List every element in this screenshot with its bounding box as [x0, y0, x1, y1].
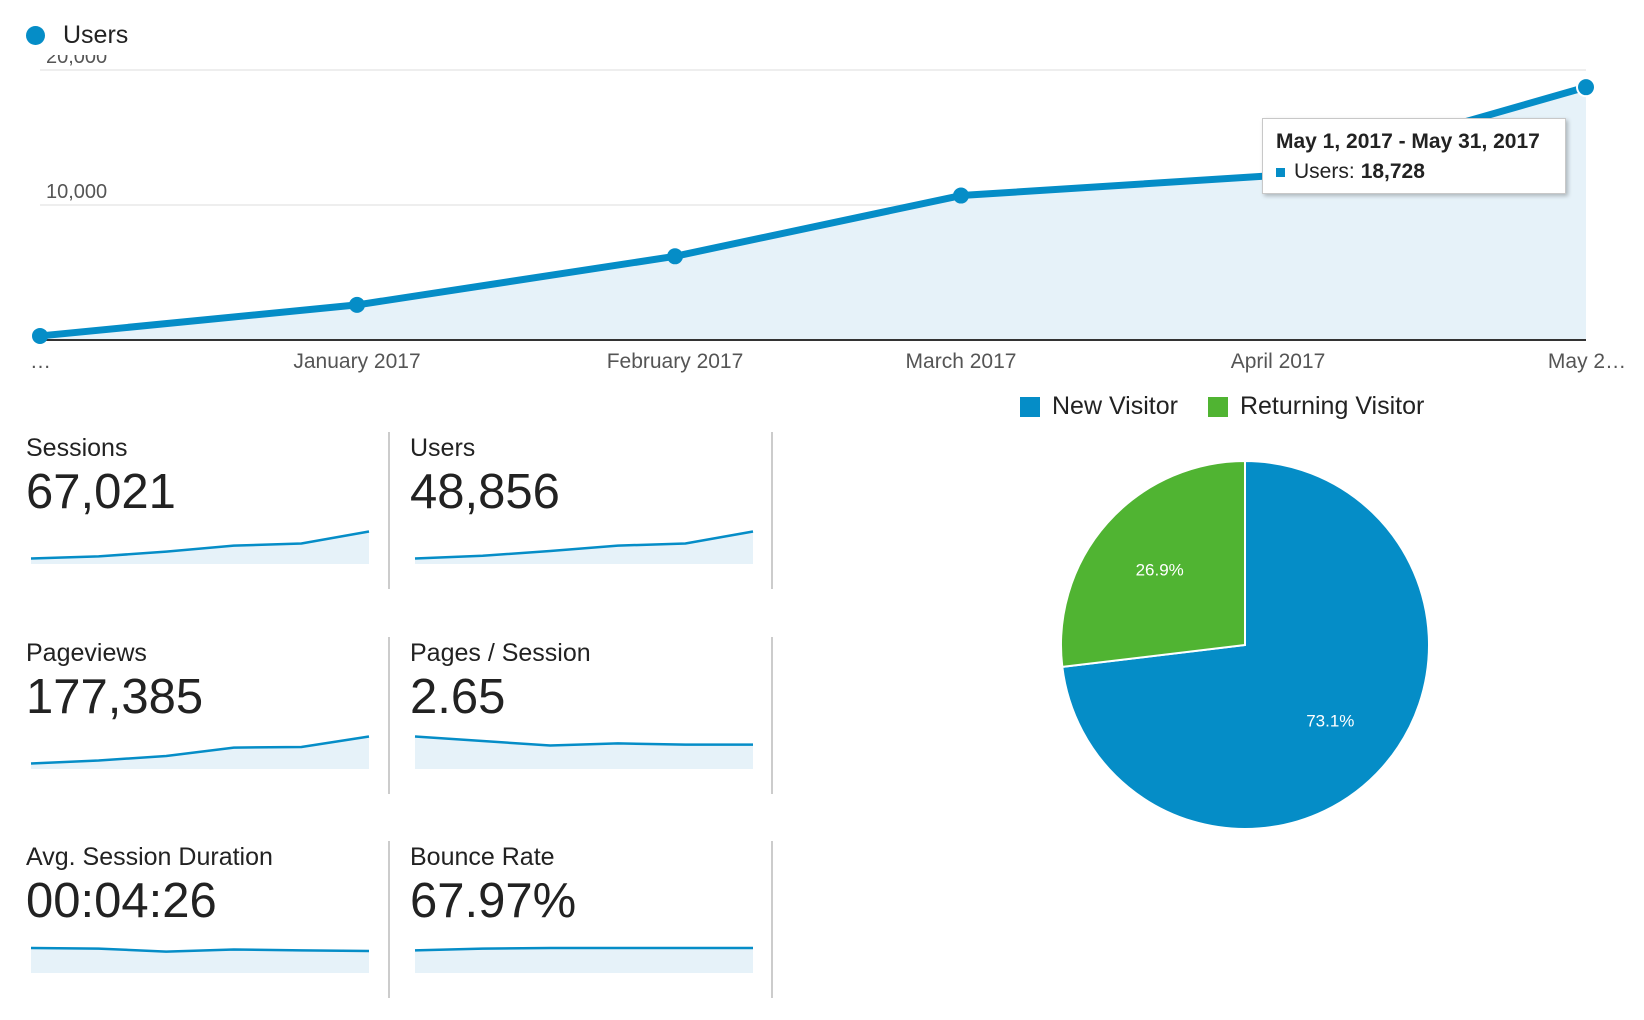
sessions-sparkline [30, 530, 370, 564]
sparkline-area [415, 948, 753, 973]
sparkline-line [30, 530, 370, 560]
metric-value: 48,856 [410, 465, 560, 519]
pie-legend-item-new-visitor[interactable]: New Visitor [1020, 392, 1178, 421]
metric-divider [388, 841, 390, 998]
x-tick-label: April 2017 [1231, 350, 1326, 373]
sparkline-line [30, 735, 370, 765]
metric-avg-session-duration[interactable]: Avg. Session Duration 00:04:26 [26, 843, 410, 1000]
legend-swatch-icon [1207, 396, 1228, 417]
metric-label: Sessions [26, 434, 128, 462]
area-fill [40, 87, 1586, 340]
pie-legend-label: Returning Visitor [1239, 392, 1425, 420]
x-tick-label: January 2017 [293, 350, 420, 373]
tooltip-date-range: May 1, 2017 - May 31, 2017 [1276, 130, 1540, 153]
data-point[interactable] [32, 327, 48, 344]
metric-label: Avg. Session Duration [26, 843, 273, 871]
pages-per-session-sparkline [414, 735, 753, 769]
avg-session-duration-sparkline [30, 946, 370, 973]
chart-tooltip: May 1, 2017 - May 31, 2017 Users: 18,728 [1262, 118, 1566, 194]
sparkline-area [31, 948, 369, 973]
pageviews-sparkline [30, 735, 370, 769]
metric-sessions[interactable]: Sessions 67,021 [26, 434, 410, 591]
legend-dot-icon [26, 25, 45, 45]
metric-pages-per-session[interactable]: Pages / Session 2.65 [410, 639, 794, 796]
y-tick-label: 10,000 [46, 181, 107, 203]
metric-divider [771, 637, 773, 794]
metric-label: Bounce Rate [410, 843, 555, 871]
data-point[interactable] [667, 248, 683, 265]
pie-slice-label: 73.1% [1306, 712, 1354, 731]
pie-legend-item-returning-visitor[interactable]: Returning Visitor [1207, 392, 1425, 421]
sparkline-line [414, 735, 753, 747]
metric-value: 67,021 [26, 465, 176, 519]
metric-divider [771, 841, 773, 998]
data-point[interactable] [953, 187, 969, 204]
visitor-type-pie-chart[interactable]: 73.1% 26.9% [1055, 455, 1435, 835]
x-tick-label: March 2017 [906, 350, 1017, 373]
pie-slice-label: 26.9% [1136, 560, 1184, 579]
users-sparkline [414, 530, 754, 564]
tooltip-series-label: Users: [1294, 160, 1355, 183]
sparkline-area [415, 531, 753, 564]
metric-value: 177,385 [26, 670, 204, 724]
data-point[interactable] [1576, 77, 1596, 98]
chart-legend[interactable]: Users [26, 20, 128, 50]
metric-value: 67.97% [410, 874, 577, 928]
metric-divider [388, 637, 390, 794]
pie-legend-label: New Visitor [1052, 392, 1178, 420]
y-tick-label: 20,000 [46, 55, 107, 68]
sparkline-line [30, 946, 370, 953]
metric-value: 2.65 [410, 670, 506, 724]
metric-bounce-rate[interactable]: Bounce Rate 67.97% [410, 843, 794, 1000]
data-point[interactable] [349, 296, 365, 313]
legend-swatch-icon [1020, 396, 1040, 417]
users-line-chart[interactable]: 20,000 10,000 … January 2017 February 2017 Ma… [0, 55, 1644, 375]
metric-label: Pages / Session [410, 639, 591, 667]
sparkline-line [414, 530, 754, 560]
tooltip-value: 18,728 [1360, 160, 1425, 183]
metric-users[interactable]: Users 48,856 [410, 434, 794, 591]
x-tick-label: February 2017 [607, 350, 744, 373]
x-tick-label: May 2… [1548, 350, 1626, 373]
metric-pageviews[interactable]: Pageviews 177,385 [26, 639, 410, 796]
metric-value: 00:04:26 [26, 874, 217, 928]
pie-legend: New Visitor Returning Visitor [1020, 392, 1454, 421]
tooltip-series-swatch-icon [1276, 167, 1285, 177]
metric-label: Pageviews [26, 639, 147, 667]
bounce-rate-sparkline [414, 946, 753, 973]
legend-label-users: Users [63, 20, 129, 49]
metric-label: Users [410, 434, 476, 462]
metric-divider [388, 432, 390, 589]
sparkline-area [415, 736, 753, 769]
pie-slice-returning-visitor[interactable] [1060, 459, 1246, 669]
sparkline-line [414, 946, 753, 952]
metric-divider [771, 432, 773, 589]
x-tick-label: … [30, 350, 51, 373]
